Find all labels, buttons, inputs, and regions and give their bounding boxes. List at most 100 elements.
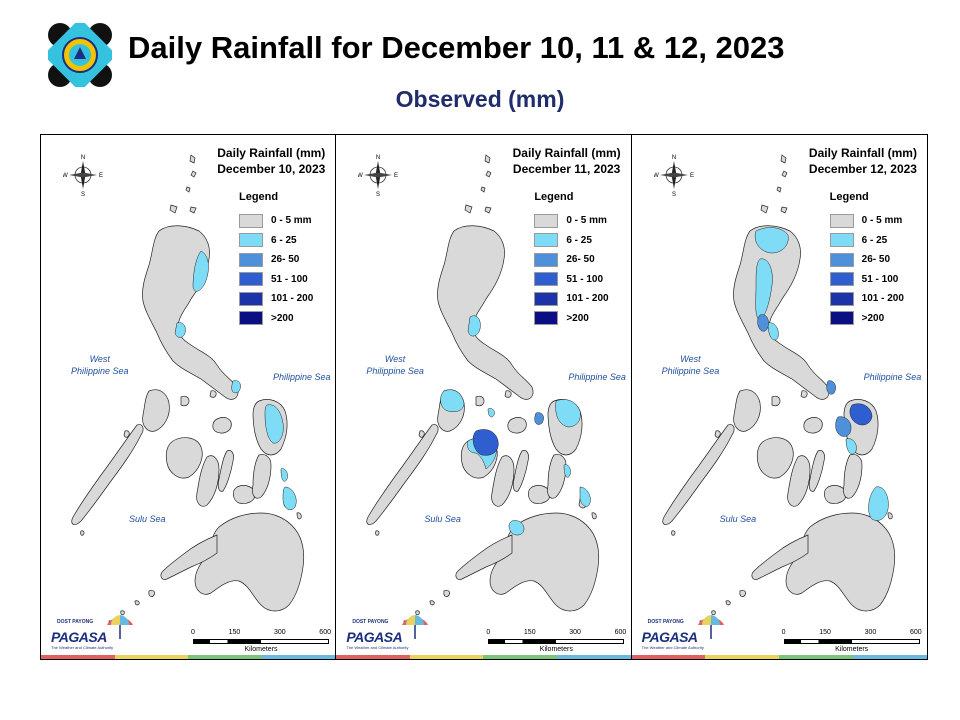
rainfall-6-25-areas [174,250,297,510]
pagasa-umbrella-icon [697,615,724,639]
legend-label: 101 - 200 [566,293,609,305]
legend-swatch [534,272,559,287]
compass-rose-icon: N S E W [358,155,398,197]
legend-swatch [534,291,559,306]
scale-unit: Kilometers [244,646,278,653]
page-subtitle: Observed (mm) [395,86,565,112]
compass-s: S [672,192,676,197]
brand-name: PAGASA [51,629,107,645]
legend-swatch [239,213,263,228]
rainfall-6-25-areas [754,227,889,521]
legend-item: 51 - 100 [239,270,313,290]
map-heading: Daily Rainfall (mm) [217,146,326,160]
scale-tick: 150 [228,629,241,636]
sea-label-east: Philippine Sea [273,372,331,382]
brand-tagline: The Weather and Climate Authority [51,645,114,650]
compass-e: E [690,173,694,179]
scale-tick: 600 [614,629,627,636]
compass-e: E [99,173,103,179]
legend-swatch [829,311,854,326]
legend-swatch [534,213,559,228]
legend-label: 26- 50 [271,254,300,266]
legend: Legend 0 - 5 mm 6 - 25 26- 50 51 - 100 1… [239,191,313,328]
legend-item: 51 - 100 [829,270,904,290]
legend-item: >200 [829,309,904,329]
legend-label: 0 - 5 mm [566,215,607,227]
compass-rose-icon: N S E W [63,155,103,197]
compass-s: S [376,192,380,197]
legend-label: >200 [566,312,589,324]
brand-name: PAGASA [641,629,698,645]
color-strip [41,655,336,659]
map-panel-dec-10: N S E W Daily Rainfall (mm) December 10,… [41,135,337,659]
sea-label-east: Philippine Sea [863,372,922,382]
legend-item: 0 - 5 mm [534,211,608,231]
legend-label: 51 - 100 [271,273,308,285]
scale-tick: 600 [909,629,922,636]
legend-swatch [534,233,559,248]
rainfall-maps-container: N S E W Daily Rainfall (mm) December 10,… [40,134,928,660]
page-title: Daily Rainfall for December 10, 11 & 12,… [128,30,785,65]
philippines-map [661,154,895,625]
rainfall-26-50-areas [757,314,851,437]
legend-label: 26- 50 [861,254,891,266]
map-title: Daily Rainfall (mm) December 12, 2023 [809,145,917,177]
legend-label: 6 - 25 [271,234,297,246]
map-panel-dec-11: N S E W Daily Rainfall (mm) December 11,… [336,135,632,659]
pagasa-umbrella-icon [107,615,133,639]
philippines-map [71,154,305,625]
map-date: December 10, 2023 [217,162,326,176]
scale-tick: 300 [273,629,286,636]
map-title: Daily Rainfall (mm) December 11, 2023 [513,145,621,177]
compass-n: N [81,155,85,161]
scale-unit: Kilometers [539,646,573,653]
scale-tick: 300 [569,629,581,636]
philippines-map [366,154,600,625]
brand-tagline: The Weather and Climate Authority [641,645,704,650]
sea-label-west: West Philippine Sea [71,354,129,376]
map-date: December 11, 2023 [512,162,621,176]
legend-label: 101 - 200 [861,293,904,305]
map-panel-dec-12: N S E W Daily Rainfall (mm) December 12,… [631,135,927,659]
legend-title: Legend [829,191,869,203]
brand-dost: DOST PAYONG [57,619,94,625]
legend-label: 51 - 100 [861,273,899,285]
legend-item: 26- 50 [829,250,904,270]
scale-tick: 0 [191,629,195,636]
compass-e: E [394,173,398,179]
pagasa-umbrella-icon [402,615,429,639]
legend-item: 101 - 200 [534,289,609,309]
legend-label: 6 - 25 [861,234,888,246]
legend-swatch [239,311,263,326]
legend-item: 0 - 5 mm [829,211,904,231]
legend-item: 26- 50 [239,250,313,270]
map-title: Daily Rainfall (mm) December 10, 2023 [217,145,325,177]
scale-bar: 0 150 300 600 Kilometers [782,629,922,659]
sea-label-sulu: Sulu Sea [719,514,757,524]
legend-swatch [829,291,854,306]
legend-swatch [239,291,263,306]
legend-label: >200 [271,312,294,324]
compass-n: N [376,155,380,161]
map-date: December 12, 2023 [808,162,917,176]
legend-swatch [829,233,854,248]
legend-label: 101 - 200 [271,293,314,305]
scale-tick: 150 [523,629,536,636]
scale-tick: 300 [864,629,877,636]
legend-swatch [239,252,263,267]
brand-tagline: The Weather and Climate Authority [346,645,409,650]
scale-bar: 0 150 300 600 Kilometers [191,629,331,659]
sea-label-east: Philippine Sea [568,372,626,382]
sea-label-west: West Philippine Sea [661,354,720,376]
legend-label: 0 - 5 mm [861,215,903,227]
sea-label-sulu: Sulu Sea [424,514,461,524]
legend-label: 0 - 5 mm [271,215,312,227]
compass-n: N [671,155,675,161]
legend-item: 101 - 200 [829,289,904,309]
legend-item: 0 - 5 mm [239,211,313,231]
legend-label: 26- 50 [566,254,595,266]
sea-label-west: West Philippine Sea [366,354,424,376]
scale-unit: Kilometers [835,646,869,653]
compass-w: W [63,173,68,179]
legend-item: >200 [534,309,608,329]
